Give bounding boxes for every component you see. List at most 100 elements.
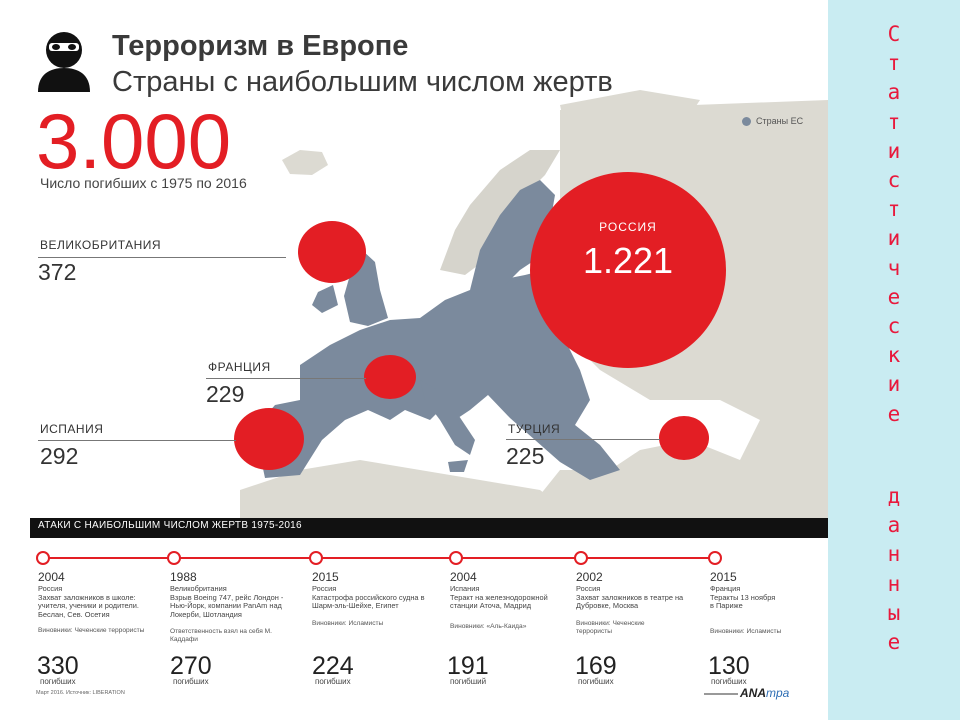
side-letter: и xyxy=(887,226,901,251)
spain-value: 292 xyxy=(40,443,79,469)
event-year: 2004 xyxy=(38,570,65,584)
russia-value: 1.221 xyxy=(582,240,674,281)
event-description: Испания Теракт на железнодорожной станци… xyxy=(450,584,548,611)
side-letter: н xyxy=(887,542,901,567)
spain-label: ИСПАНИЯ xyxy=(40,422,104,436)
map-land-scandinavia-top xyxy=(560,90,700,150)
map-legend: Страны ЕС xyxy=(742,116,803,126)
side-letter: к xyxy=(887,343,901,368)
timeline-dot xyxy=(167,551,181,565)
turkey-circle xyxy=(659,416,709,460)
event-deaths-unit: погибших xyxy=(40,677,76,686)
russia-label: РОССИЯ xyxy=(599,220,657,234)
event-description: Россия Захват заложников в театре на Дуб… xyxy=(576,584,684,611)
turkey-value: 225 xyxy=(506,443,545,469)
side-letter: е xyxy=(887,630,901,655)
side-letter: С xyxy=(887,22,901,46)
event-description: Франция Теракты 13 ноября в Париже xyxy=(710,584,776,611)
total-deaths-caption: Число погибших с 1975 по 2016 xyxy=(40,175,247,191)
side-letter: а xyxy=(887,80,901,105)
map-land-iceland xyxy=(282,150,328,175)
brand-logo-bold: ANA xyxy=(740,686,766,700)
event-deaths-unit: погибших xyxy=(711,677,747,686)
side-letter: и xyxy=(887,372,901,397)
side-letter: ч xyxy=(887,255,901,280)
side-letter: д xyxy=(887,484,901,508)
event-year: 2015 xyxy=(312,570,339,584)
map-eu-ireland xyxy=(312,285,338,313)
event-perpetrators: Виновники: Чеченские террористы xyxy=(38,627,145,634)
timeline-dot xyxy=(36,551,50,565)
turkey-label: ТУРЦИЯ xyxy=(508,422,561,436)
brand-logo: ANAmpa xyxy=(740,686,789,700)
event-deaths: 191 xyxy=(447,652,489,680)
event-description: Великобритания Взрыв Boeing 747, рейс Ло… xyxy=(170,584,284,619)
side-letter: а xyxy=(887,513,901,538)
side-letter: т xyxy=(887,109,901,134)
event-perpetrators: Виновники: «Аль-Каида» xyxy=(450,623,527,630)
eu-legend-swatch xyxy=(742,116,751,126)
side-letter: н xyxy=(887,571,901,596)
page-title: Терроризм в Европе xyxy=(112,30,409,62)
event-year: 2002 xyxy=(576,570,603,584)
russia-circle xyxy=(530,172,726,368)
map-legend-label: Страны ЕС xyxy=(756,116,804,126)
spain-leader-line xyxy=(38,440,236,441)
side-letter: т xyxy=(887,197,901,222)
timeline-dot xyxy=(574,551,588,565)
terrorist-icon xyxy=(38,32,90,92)
side-letter: и xyxy=(887,138,901,163)
turkey-leader-line xyxy=(506,439,660,440)
map-eu-continent xyxy=(258,270,620,480)
side-letter: с xyxy=(887,168,901,193)
map-eu-sweden-finland xyxy=(470,180,555,290)
event-deaths: 270 xyxy=(170,652,212,680)
event-deaths-unit: погибших xyxy=(315,677,351,686)
event-deaths: 130 xyxy=(708,652,750,680)
uk-label: ВЕЛИКОБРИТАНИЯ xyxy=(40,238,162,252)
event-deaths-unit: погибших xyxy=(173,677,209,686)
side-letter: е xyxy=(887,401,901,426)
event-deaths: 330 xyxy=(37,652,79,680)
side-letter: ы xyxy=(887,600,901,625)
map-eu-sicily xyxy=(448,460,468,472)
uk-leader-line xyxy=(38,257,286,258)
event-year: 1988 xyxy=(170,570,197,584)
timeline-dot xyxy=(309,551,323,565)
event-perpetrators: Виновники: Чеченские террористы xyxy=(576,620,645,635)
event-deaths-unit: погибших xyxy=(578,677,614,686)
brand-rule xyxy=(704,693,738,695)
total-deaths-value: 3.000 xyxy=(36,97,232,185)
france-circle xyxy=(364,355,416,399)
side-letter: с xyxy=(887,314,901,339)
attacks-bar xyxy=(30,518,828,538)
brand-logo-light: mpa xyxy=(766,686,790,700)
uk-circle xyxy=(298,221,366,283)
infographic: Терроризм в Европе Страны с наибольшим ч… xyxy=(30,30,828,700)
map-eu-italy xyxy=(420,380,475,455)
event-deaths: 169 xyxy=(575,652,617,680)
map-land-norway xyxy=(440,150,560,275)
event-year: 2015 xyxy=(710,570,737,584)
event-description: Россия Захват заложников в школе: учител… xyxy=(38,584,139,619)
map-land-africa xyxy=(240,460,580,520)
spain-circle xyxy=(234,408,304,470)
event-perpetrators: Виновники: Исламисты xyxy=(312,620,384,627)
event-perpetrators: Виновники: Исламисты xyxy=(710,628,782,635)
uk-value: 372 xyxy=(38,259,77,285)
page-subtitle: Страны с наибольшим числом жертв xyxy=(112,66,613,98)
timeline-dot xyxy=(449,551,463,565)
side-letter: т xyxy=(887,51,901,76)
side-letter: е xyxy=(887,284,901,309)
france-value: 229 xyxy=(206,381,245,407)
event-perpetrators: Ответственность взял на себя М. Каддафи xyxy=(170,628,273,643)
timeline-dot xyxy=(708,551,722,565)
event-deaths-unit: погибший xyxy=(450,677,487,686)
timeline-line xyxy=(42,557,718,559)
france-leader-line xyxy=(206,378,366,379)
attacks-bar-title: АТАКИ С НАИБОЛЬШИМ ЧИСЛОМ ЖЕРТВ 1975-201… xyxy=(38,520,302,531)
event-deaths: 224 xyxy=(312,652,354,680)
event-description: Россия Катастрофа российского судна в Ша… xyxy=(312,584,425,611)
